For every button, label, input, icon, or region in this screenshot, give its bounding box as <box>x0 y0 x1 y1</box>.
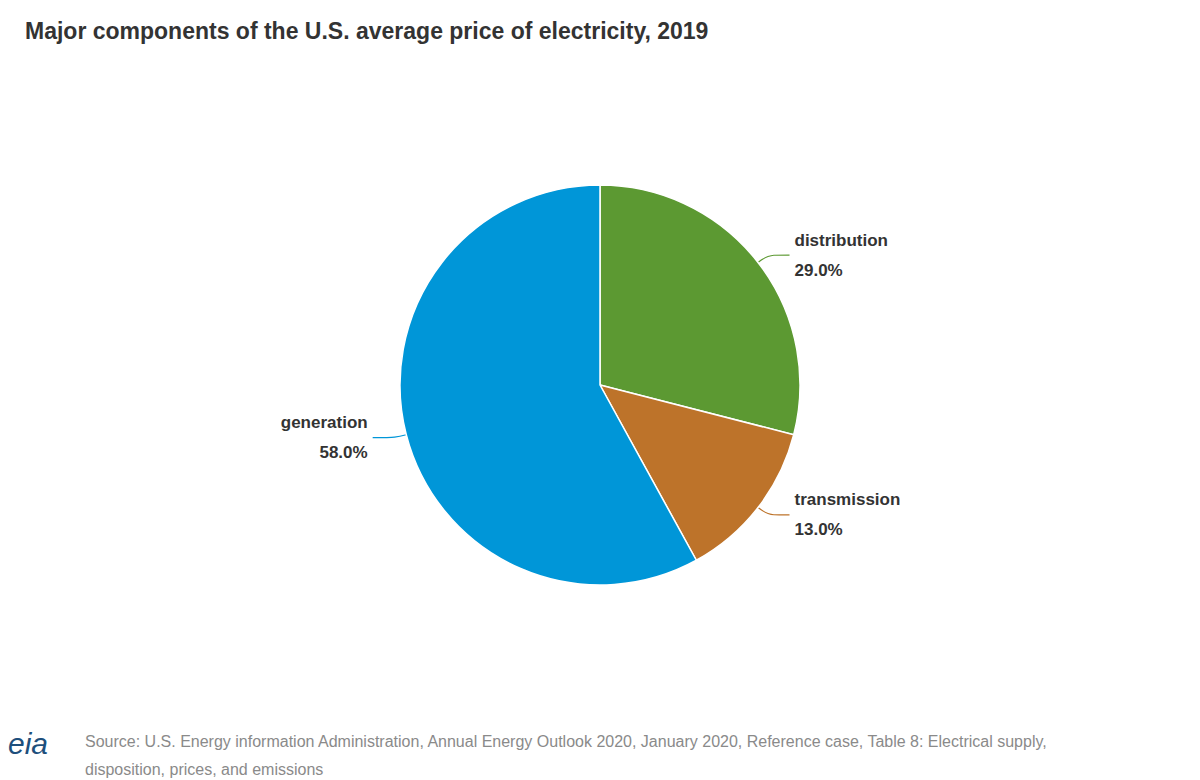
svg-text:58.0%: 58.0% <box>319 443 367 462</box>
svg-text:29.0%: 29.0% <box>795 261 843 280</box>
svg-text:eia: eia <box>8 727 48 760</box>
svg-text:Major components of the U.S. a: Major components of the U.S. average pri… <box>25 18 708 44</box>
svg-text:Source: U.S. Energy informatio: Source: U.S. Energy information Administ… <box>85 733 1051 750</box>
svg-text:generation: generation <box>281 413 368 432</box>
svg-text:distribution: distribution <box>795 231 888 250</box>
svg-text:transmission: transmission <box>795 490 901 509</box>
svg-text:13.0%: 13.0% <box>795 520 843 539</box>
svg-text:disposition, prices, and emiss: disposition, prices, and emissions <box>85 761 323 778</box>
